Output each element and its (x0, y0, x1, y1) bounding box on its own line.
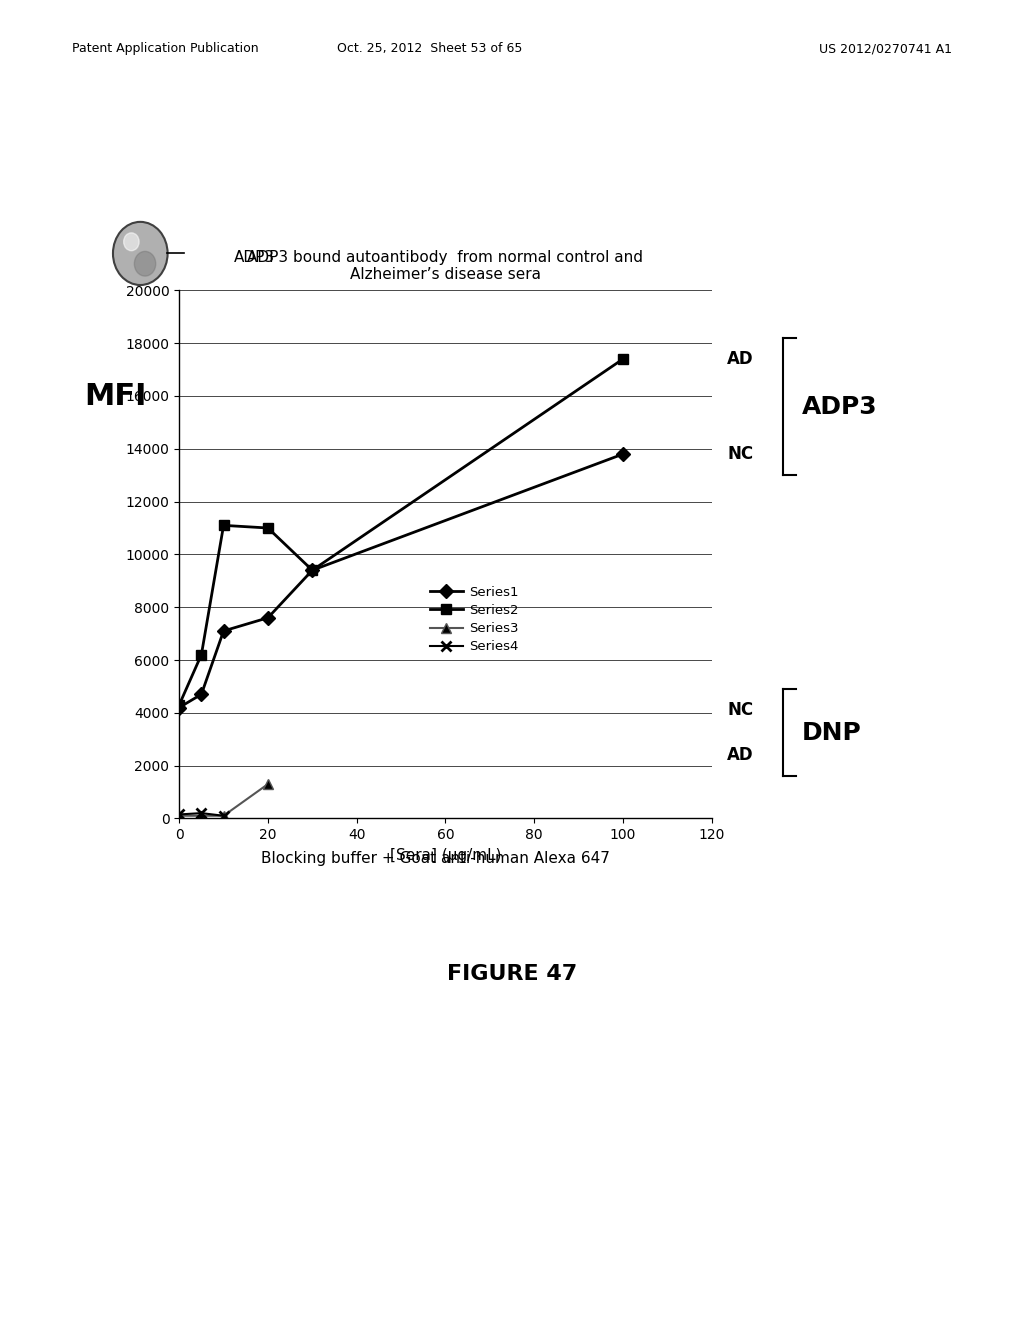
Text: Oct. 25, 2012  Sheet 53 of 65: Oct. 25, 2012 Sheet 53 of 65 (337, 42, 523, 55)
Line: Series2: Series2 (174, 354, 628, 710)
Text: Patent Application Publication: Patent Application Publication (72, 42, 258, 55)
Series3 (217, 808, 229, 824)
Line: Series3: Series3 (174, 779, 272, 821)
Series1 (616, 446, 629, 462)
Series2 (306, 562, 318, 578)
Text: ADP3: ADP3 (233, 249, 274, 265)
Series3 (262, 776, 274, 792)
Series1 (217, 623, 229, 639)
Title: ADP3 bound autoantibody  from normal control and
Alzheimer’s disease sera: ADP3 bound autoantibody from normal cont… (248, 249, 643, 282)
Series2 (196, 647, 208, 663)
X-axis label: [Sera] (μg/mL): [Sera] (μg/mL) (390, 847, 501, 863)
Series4 (196, 805, 208, 821)
Series4 (173, 807, 185, 822)
Series1 (306, 562, 318, 578)
Text: AD: AD (727, 350, 754, 368)
Series4 (217, 808, 229, 824)
Series2 (616, 351, 629, 367)
Series2 (262, 520, 274, 536)
Series3 (196, 808, 208, 824)
Series3 (173, 808, 185, 824)
Text: FIGURE 47: FIGURE 47 (446, 964, 578, 983)
Text: US 2012/0270741 A1: US 2012/0270741 A1 (819, 42, 952, 55)
Circle shape (113, 222, 168, 285)
Series2 (217, 517, 229, 533)
Text: MFI: MFI (84, 381, 146, 411)
Text: ADP3: ADP3 (802, 395, 878, 418)
Legend: Series1, Series2, Series3, Series4: Series1, Series2, Series3, Series4 (430, 586, 519, 653)
Text: Blocking buffer + Goat anti-human Alexa 647: Blocking buffer + Goat anti-human Alexa … (261, 851, 610, 866)
Circle shape (134, 251, 156, 276)
Line: Series1: Series1 (174, 449, 628, 713)
Text: NC: NC (727, 445, 754, 463)
Line: Series4: Series4 (174, 808, 228, 821)
Series1 (262, 610, 274, 626)
Series1 (173, 700, 185, 715)
Series2 (173, 697, 185, 713)
Series1 (196, 686, 208, 702)
Text: NC: NC (727, 701, 754, 719)
Text: DNP: DNP (802, 721, 861, 744)
Circle shape (124, 232, 139, 251)
Text: AD: AD (727, 746, 754, 764)
